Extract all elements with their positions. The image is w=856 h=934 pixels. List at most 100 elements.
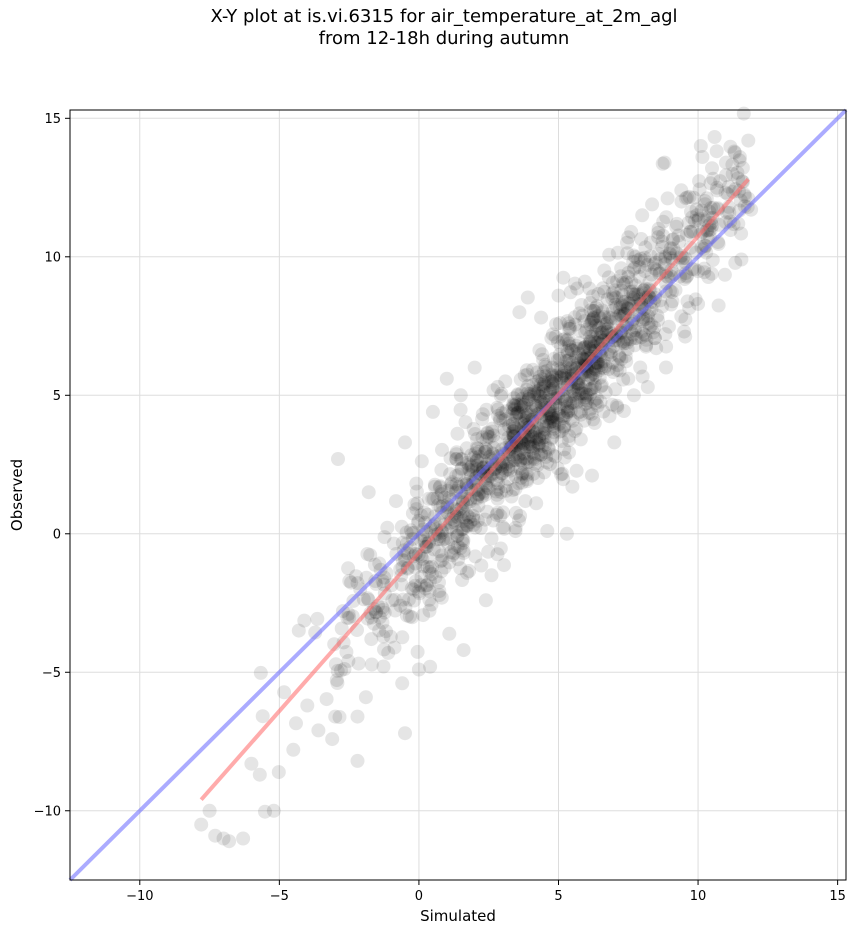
data-point <box>546 414 561 429</box>
data-point <box>454 462 469 476</box>
data-point <box>535 430 550 445</box>
data-point <box>377 530 392 545</box>
data-point <box>536 419 551 434</box>
data-point <box>513 453 528 468</box>
data-point <box>533 377 548 392</box>
data-point <box>521 391 536 406</box>
data-point <box>691 264 706 279</box>
data-point <box>350 753 365 768</box>
data-point <box>505 417 520 432</box>
data-point <box>536 425 551 440</box>
data-point <box>576 340 591 355</box>
data-point <box>586 412 601 427</box>
data-point <box>385 593 400 608</box>
data-point <box>585 371 600 386</box>
data-point <box>588 368 603 383</box>
data-point <box>728 255 743 270</box>
data-point <box>291 623 306 638</box>
data-point <box>470 432 485 446</box>
data-point <box>532 343 547 358</box>
data-point <box>446 546 461 561</box>
data-point <box>253 665 268 680</box>
data-point <box>440 483 455 498</box>
data-point <box>422 584 437 599</box>
y-tick-label: 0 <box>53 527 61 542</box>
data-point <box>595 303 610 318</box>
data-point <box>536 377 551 392</box>
data-point <box>350 576 365 591</box>
data-point <box>490 487 504 502</box>
data-point <box>396 592 411 607</box>
data-point <box>567 310 582 325</box>
data-point <box>578 325 593 340</box>
data-point <box>490 379 505 394</box>
data-point <box>587 393 602 408</box>
data-point <box>574 386 589 401</box>
data-point <box>569 395 584 410</box>
data-point <box>364 632 379 647</box>
data-point <box>607 283 622 298</box>
data-point <box>609 398 624 413</box>
data-point <box>441 536 456 551</box>
data-point <box>506 391 521 406</box>
data-point <box>658 327 673 342</box>
data-point <box>741 133 756 148</box>
data-point <box>479 402 494 417</box>
data-point <box>437 490 452 505</box>
data-point <box>536 393 551 408</box>
data-point <box>449 525 464 540</box>
data-point <box>540 419 554 433</box>
data-point <box>420 549 435 564</box>
data-point <box>507 420 522 435</box>
data-point <box>712 217 727 232</box>
data-point <box>595 325 610 340</box>
data-point <box>456 643 471 658</box>
data-point <box>619 275 634 290</box>
data-point <box>331 452 345 466</box>
data-point <box>538 359 553 374</box>
data-point <box>636 327 651 341</box>
data-point <box>552 347 567 362</box>
data-point <box>554 370 569 385</box>
data-point <box>498 479 513 494</box>
data-point <box>456 536 470 550</box>
data-point <box>605 355 620 370</box>
data-point <box>615 288 630 303</box>
data-point <box>635 208 650 223</box>
data-point <box>570 341 585 356</box>
data-point <box>535 372 550 387</box>
data-point <box>523 437 538 452</box>
data-point <box>442 626 457 641</box>
data-point <box>536 379 551 394</box>
data-point <box>607 435 622 450</box>
data-point <box>534 447 549 462</box>
data-point <box>334 621 349 636</box>
data-point <box>545 430 560 445</box>
data-point <box>485 421 500 436</box>
data-point <box>694 203 709 218</box>
data-point <box>525 445 540 460</box>
data-point <box>453 388 468 403</box>
data-point <box>584 406 599 421</box>
data-point <box>558 360 573 374</box>
data-point <box>528 456 543 471</box>
data-point <box>505 450 520 465</box>
data-point <box>482 430 497 444</box>
data-point <box>496 413 511 428</box>
data-point <box>522 439 537 454</box>
data-point <box>450 528 465 543</box>
data-point <box>411 513 426 528</box>
data-point <box>592 370 607 385</box>
data-point <box>722 205 737 220</box>
data-point <box>432 480 447 495</box>
data-point <box>598 385 613 400</box>
data-point <box>682 301 697 316</box>
data-point <box>484 531 499 546</box>
data-point <box>527 452 542 467</box>
data-point <box>510 405 525 420</box>
data-point <box>517 450 531 465</box>
data-point <box>543 385 558 400</box>
data-point <box>531 373 546 388</box>
data-point <box>349 569 363 584</box>
data-point <box>704 201 718 215</box>
